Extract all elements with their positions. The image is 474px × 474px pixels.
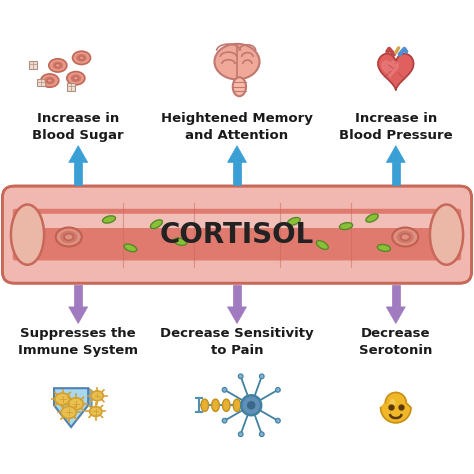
Ellipse shape: [275, 388, 280, 392]
Polygon shape: [67, 83, 75, 91]
Polygon shape: [392, 284, 400, 307]
Ellipse shape: [45, 77, 55, 84]
Polygon shape: [228, 307, 246, 324]
Polygon shape: [37, 79, 45, 86]
Ellipse shape: [259, 432, 264, 437]
Ellipse shape: [392, 228, 419, 246]
FancyBboxPatch shape: [13, 209, 461, 261]
Text: Increase in
Blood Pressure: Increase in Blood Pressure: [339, 112, 453, 142]
Ellipse shape: [212, 399, 219, 411]
Ellipse shape: [67, 72, 85, 85]
Ellipse shape: [55, 64, 60, 67]
Ellipse shape: [55, 393, 70, 405]
Polygon shape: [69, 307, 88, 324]
Ellipse shape: [366, 214, 378, 222]
Ellipse shape: [53, 62, 63, 69]
Polygon shape: [74, 162, 82, 184]
Ellipse shape: [238, 374, 243, 379]
Ellipse shape: [241, 395, 261, 415]
Ellipse shape: [79, 56, 84, 60]
Ellipse shape: [91, 391, 103, 401]
Polygon shape: [88, 388, 92, 408]
Polygon shape: [233, 162, 241, 184]
Ellipse shape: [49, 59, 67, 72]
Ellipse shape: [247, 401, 255, 410]
FancyBboxPatch shape: [27, 214, 447, 228]
Ellipse shape: [233, 77, 246, 96]
Polygon shape: [381, 392, 411, 423]
Ellipse shape: [102, 216, 116, 223]
Polygon shape: [29, 61, 37, 69]
Ellipse shape: [222, 399, 230, 411]
Ellipse shape: [222, 419, 227, 423]
Ellipse shape: [397, 231, 414, 243]
Polygon shape: [69, 146, 88, 162]
Ellipse shape: [47, 79, 52, 82]
Polygon shape: [382, 61, 398, 77]
Ellipse shape: [73, 76, 78, 80]
Polygon shape: [392, 162, 400, 184]
Ellipse shape: [73, 51, 91, 64]
Ellipse shape: [61, 406, 76, 419]
Ellipse shape: [55, 228, 82, 246]
Ellipse shape: [288, 218, 300, 225]
Polygon shape: [386, 146, 405, 162]
Polygon shape: [386, 307, 405, 324]
Ellipse shape: [233, 399, 241, 411]
Ellipse shape: [64, 234, 73, 240]
Ellipse shape: [377, 245, 391, 251]
Ellipse shape: [201, 399, 209, 411]
Text: CORTISOL: CORTISOL: [160, 220, 314, 249]
Text: Heightened Memory
and Attention: Heightened Memory and Attention: [161, 112, 313, 142]
Ellipse shape: [222, 388, 227, 392]
Ellipse shape: [173, 238, 187, 246]
Ellipse shape: [401, 234, 410, 240]
Ellipse shape: [41, 74, 59, 87]
Ellipse shape: [68, 398, 83, 410]
Ellipse shape: [316, 241, 328, 249]
Ellipse shape: [11, 204, 44, 265]
Text: Decrease
Serotonin: Decrease Serotonin: [359, 328, 432, 357]
Ellipse shape: [430, 204, 463, 265]
Ellipse shape: [238, 432, 243, 437]
Ellipse shape: [150, 220, 163, 228]
Polygon shape: [228, 146, 246, 162]
Polygon shape: [74, 284, 82, 307]
Ellipse shape: [76, 54, 87, 62]
Polygon shape: [378, 54, 413, 90]
Ellipse shape: [339, 223, 353, 229]
Text: Decrease Sensitivity
to Pain: Decrease Sensitivity to Pain: [160, 328, 314, 357]
Ellipse shape: [214, 44, 260, 79]
Polygon shape: [233, 284, 241, 307]
Ellipse shape: [390, 399, 395, 407]
Ellipse shape: [124, 244, 137, 252]
Ellipse shape: [275, 419, 280, 423]
Ellipse shape: [259, 374, 264, 379]
Text: Suppresses the
Immune System: Suppresses the Immune System: [18, 328, 138, 357]
Ellipse shape: [90, 407, 102, 416]
FancyBboxPatch shape: [2, 186, 472, 283]
Polygon shape: [54, 388, 88, 427]
Ellipse shape: [71, 74, 81, 82]
Text: Increase in
Blood Sugar: Increase in Blood Sugar: [32, 112, 124, 142]
Ellipse shape: [60, 231, 77, 243]
